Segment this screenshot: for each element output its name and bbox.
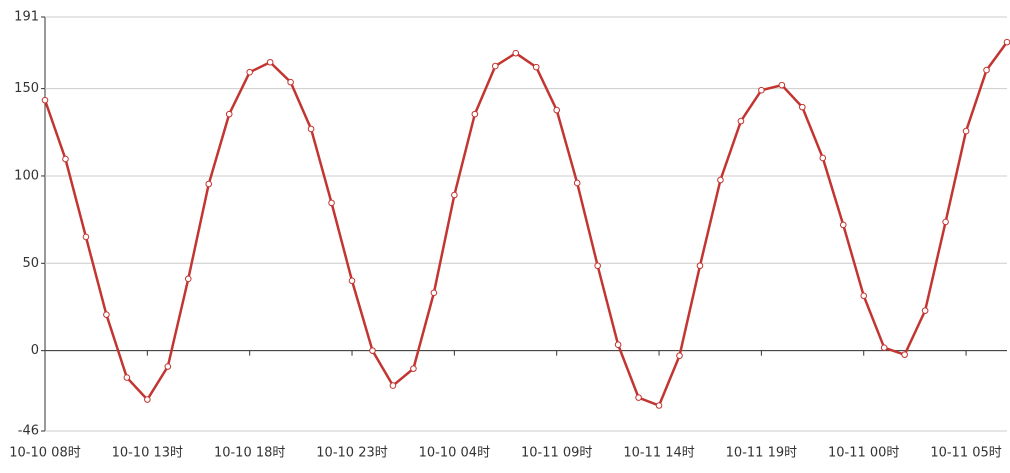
data-point <box>82 233 90 241</box>
data-point <box>144 396 151 403</box>
data-point <box>348 277 356 285</box>
data-point <box>573 179 581 187</box>
data-point <box>41 96 49 104</box>
data-point <box>287 78 294 86</box>
x-tick-label: 10-10 13时 <box>112 446 183 461</box>
data-point <box>328 199 335 207</box>
data-point <box>778 81 786 89</box>
y-tick-label: 50 <box>22 256 39 271</box>
x-tick-label: 10-10 23时 <box>316 446 387 461</box>
data-point <box>246 68 253 76</box>
x-tick-label: 10-11 00时 <box>828 446 899 461</box>
y-tick-label: -46 <box>18 424 39 439</box>
data-point <box>799 103 806 111</box>
data-point <box>921 307 929 314</box>
x-tick-label: 10-11 14时 <box>623 446 694 461</box>
data-point <box>471 110 479 118</box>
x-tick-label: 10-10 04时 <box>419 446 490 461</box>
data-point <box>410 365 417 372</box>
y-tick-label: 0 <box>31 343 39 358</box>
data-point <box>1003 38 1010 46</box>
data-point <box>389 382 397 389</box>
series-line <box>43 41 1009 408</box>
data-point <box>266 58 274 66</box>
data-point <box>491 62 499 70</box>
y-tick-label: 150 <box>14 81 39 96</box>
data-point <box>839 221 847 229</box>
data-point <box>553 106 561 114</box>
data-point <box>962 127 970 135</box>
data-point <box>655 402 663 409</box>
data-point <box>860 292 868 300</box>
y-tick-label: 100 <box>14 168 39 183</box>
data-point <box>880 344 888 351</box>
data-point <box>369 347 376 354</box>
data-point <box>451 191 458 199</box>
y-tick-label: 191 <box>14 10 39 25</box>
data-point <box>205 180 213 188</box>
data-point <box>717 176 724 184</box>
data-point <box>123 374 131 381</box>
data-point <box>696 262 704 270</box>
data-point <box>983 66 990 74</box>
data-point <box>184 275 192 283</box>
x-tick-label: 10-11 19时 <box>726 446 797 461</box>
x-tick-label: 10-11 09时 <box>521 446 592 461</box>
data-point <box>758 86 765 94</box>
data-point <box>164 363 172 370</box>
data-point <box>614 341 622 349</box>
data-point <box>103 311 110 318</box>
data-point <box>62 155 69 163</box>
data-point <box>635 394 642 401</box>
data-point <box>512 49 520 57</box>
data-point <box>225 110 233 118</box>
data-point <box>430 289 438 297</box>
data-point <box>676 352 683 360</box>
data-point <box>901 351 908 358</box>
data-point <box>594 262 601 270</box>
x-tick-label: 10-10 08时 <box>9 446 80 461</box>
data-point <box>307 125 315 133</box>
x-tick-label: 10-10 18时 <box>214 446 285 461</box>
data-point <box>737 117 745 125</box>
data-point <box>942 218 949 226</box>
x-tick-label: 10-11 05时 <box>930 446 1001 461</box>
data-point <box>819 154 827 162</box>
data-point <box>532 63 540 71</box>
